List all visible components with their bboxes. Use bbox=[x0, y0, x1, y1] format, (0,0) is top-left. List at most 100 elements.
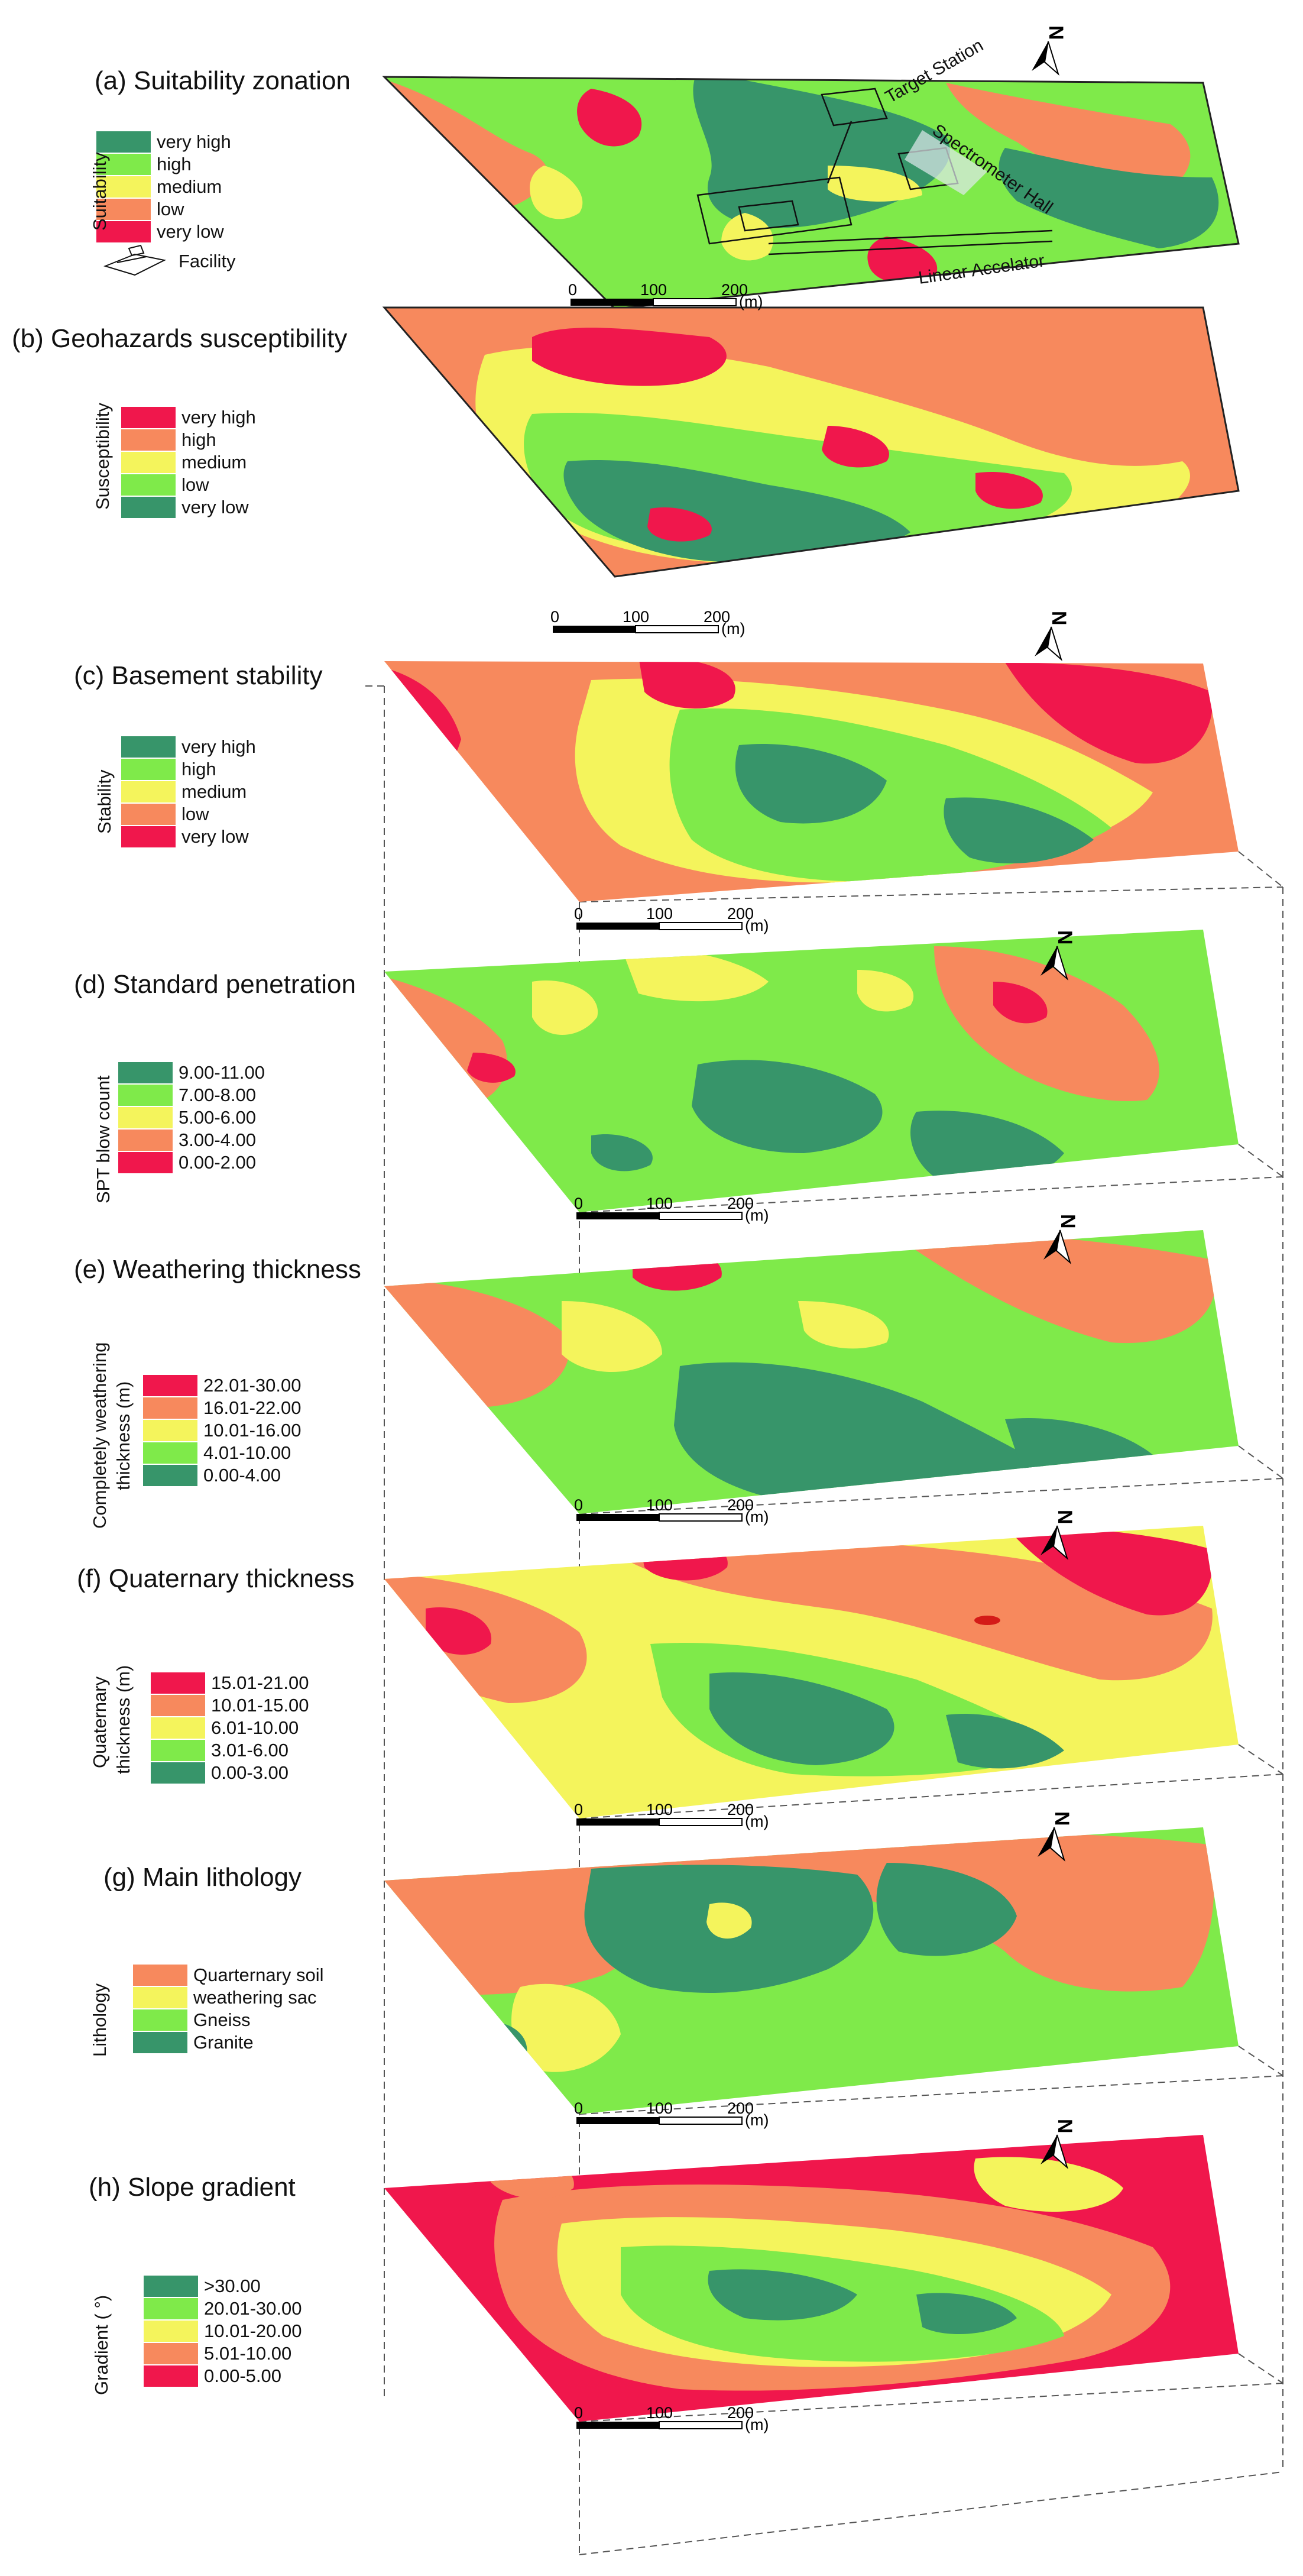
north-arrow-left-half bbox=[1032, 41, 1048, 71]
legend-axis-h: Gradient ( °) bbox=[91, 2295, 112, 2395]
legend-axis-e-2: thickness (m) bbox=[113, 1381, 134, 1490]
legend-swatch bbox=[151, 1740, 205, 1761]
north-arrows: N N N N N N N bbox=[1032, 25, 1079, 2170]
legend-swatch bbox=[118, 1062, 173, 1083]
scale-bar-white bbox=[659, 922, 743, 930]
north-label: N bbox=[1051, 1811, 1073, 1826]
scale-bar-black bbox=[553, 626, 636, 633]
legend-item: low bbox=[121, 474, 209, 496]
legend-swatch bbox=[133, 2009, 187, 2031]
scale-tick-label: 200 bbox=[727, 1801, 754, 1818]
legend-label: very low bbox=[181, 497, 249, 517]
north-arrow-right-half bbox=[1055, 1229, 1071, 1265]
scale-bar: 0 100 200(m) bbox=[574, 2099, 769, 2129]
north-label: N bbox=[1054, 1510, 1076, 1525]
legend-label: medium bbox=[181, 781, 247, 802]
map-panel-h bbox=[384, 2135, 1239, 2422]
legend-item: 6.01-10.00 bbox=[151, 1717, 299, 1739]
scale-bar-black bbox=[576, 2422, 659, 2429]
legend-axis-a: Suitability bbox=[89, 152, 110, 231]
north-arrow-icon: N bbox=[1041, 2119, 1076, 2170]
legend-swatch bbox=[118, 1152, 173, 1173]
scale-bar: 0 100 200(m) bbox=[574, 2404, 769, 2433]
map-outline-b bbox=[382, 306, 1240, 578]
legend-swatch bbox=[143, 1397, 197, 1419]
legend-g: Quarternary soil weathering sac Gneiss Gran… bbox=[133, 1965, 381, 2083]
scale-bar-white bbox=[659, 2421, 743, 2429]
north-arrow-icon: N bbox=[1041, 1510, 1076, 1561]
legend-item: medium bbox=[96, 176, 222, 198]
panel-title-f: (f) Quaternary thickness bbox=[77, 1564, 355, 1593]
north-label: N bbox=[1054, 2119, 1076, 2134]
legend-item: >30.00 bbox=[144, 2276, 261, 2297]
north-arrow-icon: N bbox=[1043, 1214, 1079, 1265]
legend-label: high bbox=[157, 154, 192, 174]
legend-swatch bbox=[143, 1375, 197, 1396]
panel-title-c: (c) Basement stability bbox=[74, 661, 323, 690]
map-panel-d bbox=[384, 930, 1239, 1212]
scale-bar-white bbox=[659, 1818, 743, 1826]
legend-label: 6.01-10.00 bbox=[211, 1717, 299, 1738]
legend-e: 22.01-30.00 16.01-22.00 10.01-16.00 4.01-10… bbox=[143, 1375, 391, 1493]
scale-tick-label: 200 bbox=[727, 1195, 754, 1212]
scale-bar: 0 100 200(m) bbox=[550, 608, 745, 637]
legend-d: 9.00-11.00 7.00-8.00 5.00-6.00 3.00-4.00 0.0… bbox=[118, 1062, 367, 1180]
scale-bar-black bbox=[576, 1514, 659, 1521]
legend-swatch bbox=[121, 452, 176, 473]
scale-bar: 0 100 200(m) bbox=[568, 281, 763, 310]
north-arrow-left-half bbox=[1035, 627, 1051, 656]
legend-label: 7.00-8.00 bbox=[179, 1085, 256, 1105]
legend-swatch bbox=[144, 2321, 198, 2342]
spectrometer-hall-highlight bbox=[905, 130, 987, 195]
legend-swatch bbox=[96, 131, 151, 153]
legend-item: Quarternary soil bbox=[133, 1965, 324, 1986]
scale-tick-label: 200 bbox=[727, 1496, 754, 1514]
legend-item: 4.01-10.00 bbox=[143, 1442, 291, 1464]
scale-tick-label: 200 bbox=[721, 281, 748, 299]
scale-bar-white bbox=[659, 2117, 743, 2125]
legend-label: 0.00-3.00 bbox=[211, 1762, 289, 1783]
legend-item: Granite bbox=[133, 2032, 254, 2053]
scale-tick-label: 0 bbox=[574, 1496, 583, 1514]
scale-tick-label: 100 bbox=[646, 1195, 673, 1212]
legend-item: 0.00-3.00 bbox=[151, 1762, 289, 1784]
legend-swatch bbox=[121, 474, 176, 496]
scale-unit: (m) bbox=[745, 1206, 769, 1224]
scale-bar-white bbox=[635, 625, 719, 633]
legend-label: very low bbox=[181, 826, 249, 847]
north-arrow-left-half bbox=[1038, 1827, 1054, 1857]
legend-swatch bbox=[133, 2032, 187, 2053]
legend-label: 4.01-10.00 bbox=[203, 1442, 291, 1463]
legend-item: weathering sac bbox=[133, 1987, 317, 2008]
legend-item: low bbox=[96, 199, 184, 220]
scale-tick-label: 0 bbox=[574, 2404, 583, 2422]
scale-tick-label: 100 bbox=[646, 2404, 673, 2422]
legend-item: 0.00-2.00 bbox=[118, 1152, 256, 1173]
scale-bar-black bbox=[571, 299, 653, 306]
legend-swatch bbox=[118, 1107, 173, 1128]
legend-swatch bbox=[151, 1695, 205, 1716]
legend-label: weathering sac bbox=[193, 1987, 317, 2008]
legend-label: 0.00-5.00 bbox=[204, 2365, 281, 2386]
legend-item: very low bbox=[121, 497, 249, 518]
legend-swatch bbox=[133, 1987, 187, 2008]
north-arrow-icon: N bbox=[1041, 930, 1076, 981]
legend-label: Quarternary soil bbox=[193, 1965, 324, 1985]
scale-tick-label: 100 bbox=[646, 905, 673, 923]
scale-bar: 0 100 200(m) bbox=[574, 1496, 769, 1526]
north-arrow-right-half bbox=[1046, 626, 1062, 662]
legend-label: low bbox=[181, 804, 209, 824]
legend-item: high bbox=[121, 429, 216, 451]
legend-label: 5.00-6.00 bbox=[179, 1107, 256, 1128]
scale-bar-white bbox=[659, 1513, 743, 1522]
legend-swatch bbox=[96, 154, 151, 175]
legend-label: 10.01-20.00 bbox=[204, 2321, 302, 2341]
north-label: N bbox=[1054, 930, 1076, 945]
legend-label: 0.00-2.00 bbox=[179, 1152, 256, 1173]
legend-axis-f-1: Quaternary bbox=[89, 1676, 110, 1768]
legend-swatch bbox=[96, 221, 151, 242]
scale-bars: 0 100 200(m)0 100 200(m)0 100 200(m)0 100 200(m)… bbox=[550, 281, 769, 2433]
facility-legend-icon bbox=[103, 244, 167, 276]
legend-label: 3.00-4.00 bbox=[179, 1130, 256, 1150]
legend-swatch bbox=[121, 407, 176, 428]
